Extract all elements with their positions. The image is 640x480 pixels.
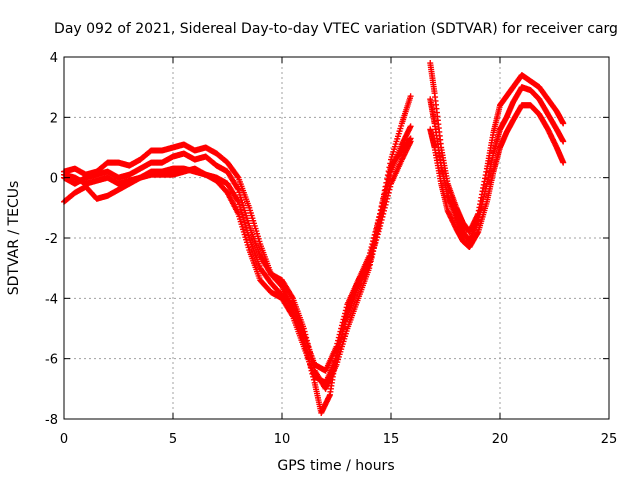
data-point: [373, 234, 380, 241]
chart-title: Day 092 of 2021, Sidereal Day-to-day VTE…: [54, 21, 618, 37]
data-point: [387, 183, 394, 190]
data-point: [560, 120, 567, 127]
y-axis-label: SDTVAR / TECUs: [6, 181, 22, 296]
data-point: [407, 138, 414, 145]
data-point: [234, 185, 241, 192]
x-tick-label: 5: [169, 432, 177, 447]
x-tick-label: 15: [383, 432, 400, 447]
series-marks: [61, 60, 567, 416]
data-point: [368, 253, 375, 260]
data-point: [380, 207, 387, 214]
data-point: [366, 259, 373, 266]
data-point: [366, 262, 373, 269]
data-point: [386, 186, 393, 193]
data-point: [337, 328, 344, 335]
data-point: [370, 248, 377, 255]
data-point: [560, 159, 567, 166]
data-point: [384, 176, 391, 183]
data-point: [381, 204, 388, 211]
data-point: [387, 166, 394, 173]
series-7: [427, 102, 567, 251]
x-tick-label: 0: [60, 432, 68, 447]
data-point: [234, 173, 241, 180]
data-point: [384, 179, 391, 186]
data-point: [372, 239, 379, 246]
data-point: [367, 256, 374, 263]
data-point: [338, 322, 345, 329]
data-point: [386, 169, 393, 176]
data-point: [333, 343, 340, 350]
data-point: [380, 210, 387, 217]
data-point: [373, 236, 380, 243]
y-tick-label: 4: [50, 51, 58, 66]
data-point: [334, 340, 341, 347]
data-point: [365, 263, 372, 270]
data-point: [335, 334, 342, 341]
y-tick-label: -4: [45, 292, 58, 307]
data-point: [370, 245, 377, 252]
x-tick-label: 25: [601, 432, 618, 447]
data-point: [336, 331, 343, 338]
data-point: [560, 138, 567, 145]
data-point: [379, 200, 386, 207]
axis-ticks: 0 5 10 15 20 25 -8 -6 -4 -2 0 2 4: [45, 51, 617, 447]
data-point: [335, 337, 342, 344]
x-axis-label: GPS time / hours: [277, 458, 394, 474]
x-tick-label: 10: [274, 432, 291, 447]
y-tick-label: -2: [45, 232, 58, 247]
data-point: [371, 242, 378, 249]
data-point: [385, 189, 392, 196]
y-tick-label: 0: [50, 172, 58, 187]
data-point: [385, 172, 392, 179]
data-point: [383, 198, 390, 205]
data-point: [377, 219, 384, 226]
y-tick-label: 2: [50, 111, 58, 126]
series-1: [61, 93, 414, 416]
y-tick-label: -8: [45, 413, 58, 428]
data-point: [338, 325, 345, 332]
data-point: [342, 310, 349, 317]
x-tick-label: 20: [492, 432, 509, 447]
data-point: [340, 316, 347, 323]
data-point: [382, 201, 389, 208]
data-point: [378, 216, 385, 223]
data-point: [333, 355, 340, 362]
data-point: [384, 195, 391, 202]
data-point: [379, 213, 386, 220]
data-point: [341, 313, 348, 320]
data-point: [234, 197, 241, 204]
data-point: [380, 197, 387, 204]
data-point: [407, 123, 414, 130]
series-6: [427, 84, 567, 245]
data-point: [380, 193, 387, 200]
data-point: [376, 225, 383, 232]
data-point: [378, 203, 385, 210]
data-point: [407, 93, 414, 100]
data-point: [377, 222, 384, 229]
data-point: [343, 304, 350, 311]
data-point: [369, 250, 376, 257]
data-point: [375, 228, 382, 235]
data-point: [384, 192, 391, 199]
data-point: [339, 319, 346, 326]
data-point: [374, 231, 381, 238]
y-tick-label: -6: [45, 353, 58, 368]
series-4: [61, 138, 414, 374]
data-point: [342, 307, 349, 314]
data-point: [289, 294, 296, 301]
